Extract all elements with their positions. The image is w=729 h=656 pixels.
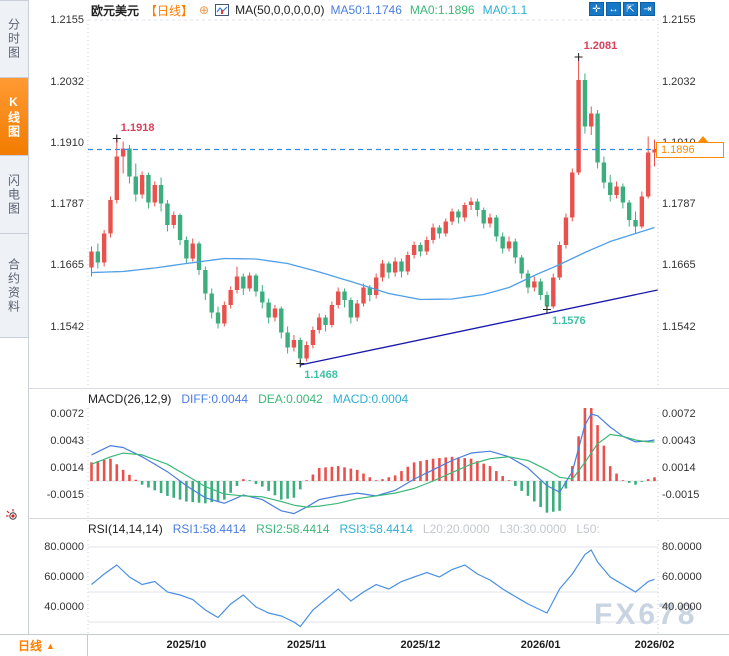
timeline-bar: 日线 ▲ 2025/10 2025/11 2025/12 2026/01 2026/02 <box>0 634 729 656</box>
sidebar-tab-4[interactable]: 合约资料 <box>0 234 28 338</box>
pan-right-icon[interactable]: ⇥ <box>640 2 655 16</box>
indicator-value: RSI3:58.4414 <box>339 522 413 536</box>
y-axis-label: 1.2155 <box>662 14 696 26</box>
y-axis-label: 60.0000 <box>44 571 84 583</box>
y-axis-label: 1.1665 <box>662 259 696 271</box>
rsi-params: RSI(14,14,14) <box>88 522 163 536</box>
y-axis-label: 80.0000 <box>44 541 84 553</box>
symbol-name: 欧元美元 <box>91 3 140 18</box>
x-axis-month-label: 2025/11 <box>287 639 327 651</box>
current-price-tag: 1.1896 <box>656 142 724 158</box>
price-up-arrow-icon <box>698 135 708 142</box>
y-axis-label: 0.0072 <box>50 407 84 420</box>
caret-up-icon: ▲ <box>46 640 55 651</box>
y-axis-label: 1.1665 <box>50 259 84 271</box>
y-axis-label: 0.0014 <box>50 461 84 474</box>
sidebar-tab-2[interactable]: K线图 <box>0 78 28 156</box>
period-tag: 【日线】 <box>145 3 194 18</box>
y-axis-label: 40.0000 <box>662 601 702 613</box>
x-axis-month-label: 2026/01 <box>520 639 561 651</box>
y-axis-label: 40.0000 <box>44 601 84 613</box>
chart-header: 欧元美元 【日线】 ⊕ MA(50,0,0,0,0,0) MA50:1.1746… <box>29 0 729 20</box>
alert-icon <box>6 509 17 520</box>
price-annotation: 1.1468 <box>304 368 338 381</box>
y-axis-label: 80.0000 <box>662 541 702 553</box>
y-axis-label: 1.2155 <box>50 14 84 26</box>
y-axis-label: 0.0014 <box>662 461 696 474</box>
indicator-value: RSI2:58.4414 <box>256 522 330 536</box>
ma-value: MA50:1.1746 <box>330 3 402 17</box>
ma-values: MA50:1.1746 MA0:1.1896 MA0:1.1 <box>330 3 535 17</box>
y-axis-label: 1.1542 <box>50 320 84 333</box>
x-axis-month-label: 2025/12 <box>400 639 441 651</box>
ma-formula: MA(50,0,0,0,0,0) <box>235 3 325 17</box>
price-annotation: 1.1576 <box>551 314 586 327</box>
rsi-pane-header: RSI(14,14,14) RSI1:58.4414 RSI2:58.4414 RS… <box>29 521 729 537</box>
zoom-horizontal-icon[interactable]: ↔ <box>606 2 621 16</box>
crosshair-icon[interactable]: ✛ <box>589 2 604 16</box>
indicator-value: DIFF:0.0044 <box>181 392 249 406</box>
chart-toolbar: ✛ ↔ ⇱ ⇥ <box>589 2 655 16</box>
y-axis-label: 1.2032 <box>662 75 696 88</box>
x-axis-month-label: 2025/10 <box>166 639 207 651</box>
watermark: FX678 <box>594 598 698 631</box>
macd-pane-header: MACD(26,12,9) DIFF:0.0044 DEA:0.0042 MACD:… <box>29 391 729 407</box>
y-axis-label: -0.0015 <box>46 488 84 501</box>
sidebar-tab-1[interactable]: 分时图 <box>0 0 28 78</box>
indicator-value: L50: <box>576 522 600 536</box>
indicator-value: L30:30.0000 <box>499 522 567 536</box>
period-label: 日线 <box>18 639 43 653</box>
y-axis-label: -0.0015 <box>662 488 700 501</box>
y-axis-label: 0.0072 <box>662 407 696 420</box>
y-axis-label: 1.1910 <box>50 136 84 149</box>
y-axis-label: 1.1787 <box>662 198 696 210</box>
sidebar-tab-3[interactable]: 闪电图 <box>0 156 28 234</box>
y-axis-label: 0.0043 <box>662 434 696 447</box>
price-annotation: 1.1918 <box>120 121 155 134</box>
period-selector[interactable]: 日线 ▲ <box>0 635 88 656</box>
macd-params: MACD(26,12,9) <box>88 392 172 406</box>
indicator-value: L20:20.0000 <box>422 522 490 536</box>
indicator-value: MACD:0.0004 <box>332 392 409 406</box>
sidebar: 分时图 K线图 闪电图 合约资料 <box>0 0 29 635</box>
ma-value: MA0:1.1896 <box>409 3 475 17</box>
ma-value: MA0:1.1 <box>482 3 528 17</box>
axis-scale-icon[interactable]: ⇱ <box>623 2 638 16</box>
rsi-values: RSI1:58.4414 RSI2:58.4414 RSI3:58.4414 L20:… <box>173 522 600 536</box>
macd-values: DIFF:0.0044 DEA:0.0042 MACD:0.0004 <box>181 392 408 406</box>
indicator-value: DEA:0.0042 <box>258 392 323 406</box>
x-axis-month-label: 2026/02 <box>634 639 675 651</box>
price-annotation: 1.2081 <box>583 40 618 52</box>
expand-icon[interactable]: ⊕ <box>199 3 210 17</box>
y-axis-label: 1.1787 <box>50 198 84 210</box>
y-axis-label: 60.0000 <box>662 571 702 583</box>
y-axis-label: 1.2032 <box>50 75 84 88</box>
chart-type-icon[interactable] <box>215 4 230 16</box>
y-axis-label: 0.0043 <box>50 434 84 447</box>
y-axis-label: 1.1542 <box>662 320 696 333</box>
indicator-value: RSI1:58.4414 <box>172 522 247 536</box>
